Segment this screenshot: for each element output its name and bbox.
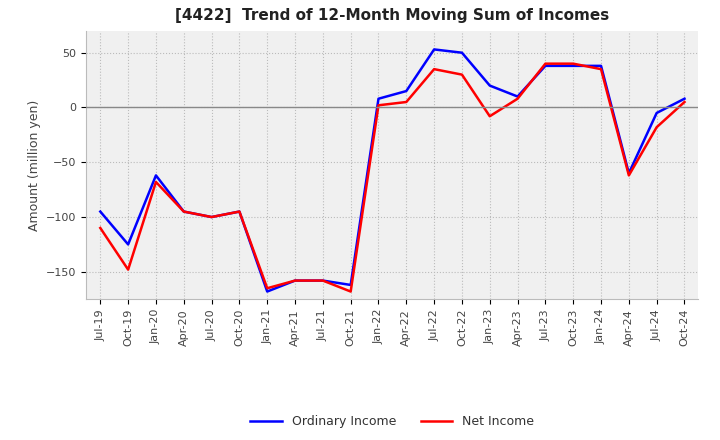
Ordinary Income (485, 83, 494, 88)
Net Income (485, 114, 494, 119)
Ordinary Income (458, 50, 467, 55)
Net Income (458, 72, 467, 77)
Net Income (207, 214, 216, 220)
Net Income (624, 173, 633, 178)
Ordinary Income (263, 289, 271, 294)
Ordinary Income (374, 96, 383, 101)
Net Income (124, 267, 132, 272)
Net Income (318, 278, 327, 283)
Ordinary Income (235, 209, 243, 214)
Ordinary Income (124, 242, 132, 247)
Net Income (402, 99, 410, 105)
Line: Net Income: Net Income (100, 64, 685, 292)
Ordinary Income (624, 171, 633, 176)
Ordinary Income (318, 278, 327, 283)
Ordinary Income (291, 278, 300, 283)
Net Income (513, 96, 522, 101)
Net Income (680, 99, 689, 105)
Legend: Ordinary Income, Net Income: Ordinary Income, Net Income (246, 410, 539, 433)
Net Income (541, 61, 550, 66)
Ordinary Income (207, 214, 216, 220)
Ordinary Income (152, 173, 161, 178)
Ordinary Income (96, 209, 104, 214)
Ordinary Income (569, 63, 577, 69)
Net Income (263, 286, 271, 291)
Ordinary Income (179, 209, 188, 214)
Net Income (346, 289, 355, 294)
Net Income (152, 180, 161, 185)
Net Income (597, 66, 606, 72)
Ordinary Income (541, 63, 550, 69)
Net Income (235, 209, 243, 214)
Ordinary Income (513, 94, 522, 99)
Net Income (291, 278, 300, 283)
Line: Ordinary Income: Ordinary Income (100, 49, 685, 292)
Net Income (179, 209, 188, 214)
Net Income (96, 225, 104, 231)
Net Income (374, 103, 383, 108)
Net Income (652, 125, 661, 130)
Ordinary Income (346, 282, 355, 288)
Ordinary Income (680, 96, 689, 101)
Net Income (569, 61, 577, 66)
Ordinary Income (597, 63, 606, 69)
Ordinary Income (652, 110, 661, 116)
Title: [4422]  Trend of 12-Month Moving Sum of Incomes: [4422] Trend of 12-Month Moving Sum of I… (175, 7, 610, 23)
Ordinary Income (430, 47, 438, 52)
Y-axis label: Amount (million yen): Amount (million yen) (28, 99, 41, 231)
Net Income (430, 66, 438, 72)
Ordinary Income (402, 88, 410, 94)
